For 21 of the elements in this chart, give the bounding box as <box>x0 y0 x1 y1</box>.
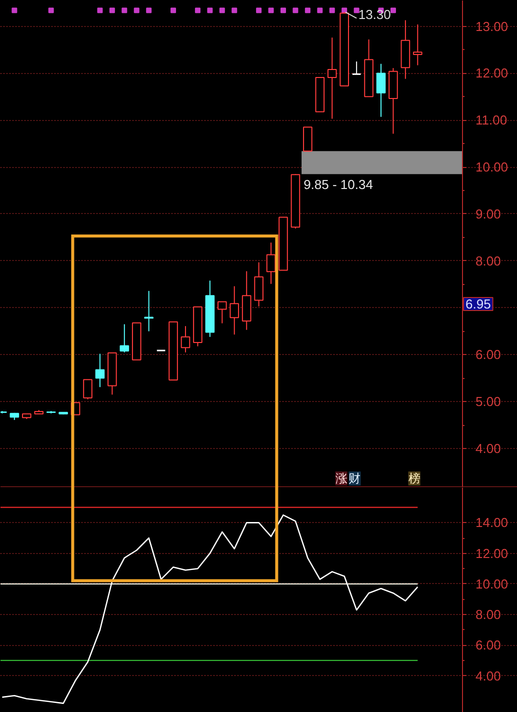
y-tick-label: 10.00 <box>476 576 508 592</box>
text: 6.95 <box>466 296 491 312</box>
y-tick-label: 10.00 <box>476 160 508 175</box>
y-tick-label: 4.00 <box>476 668 501 684</box>
band-label: 9.85 - 10.34 <box>304 177 373 192</box>
y-tick-label: 11.00 <box>476 112 508 128</box>
y-tick-label: 6.00 <box>476 638 501 653</box>
annotation: 财 <box>348 472 361 486</box>
y-tick-label: 13.00 <box>476 18 508 34</box>
y-tick-label: 6.00 <box>476 347 501 362</box>
annotation: 涨 <box>335 472 348 486</box>
y-tick-label: 8.00 <box>476 607 501 622</box>
annotation: 榜 <box>408 472 420 486</box>
y-tick-label: 5.00 <box>476 394 501 410</box>
y-tick-label: 12.00 <box>476 546 508 561</box>
annotation: 13.30 <box>358 7 391 22</box>
y-tick-label: 14.00 <box>476 515 508 530</box>
y-tick-label: 4.00 <box>476 441 501 456</box>
y-tick-label: 8.00 <box>476 253 501 268</box>
y-tick-label: 12.00 <box>476 66 508 81</box>
y-tick-label: 9.00 <box>476 206 501 222</box>
